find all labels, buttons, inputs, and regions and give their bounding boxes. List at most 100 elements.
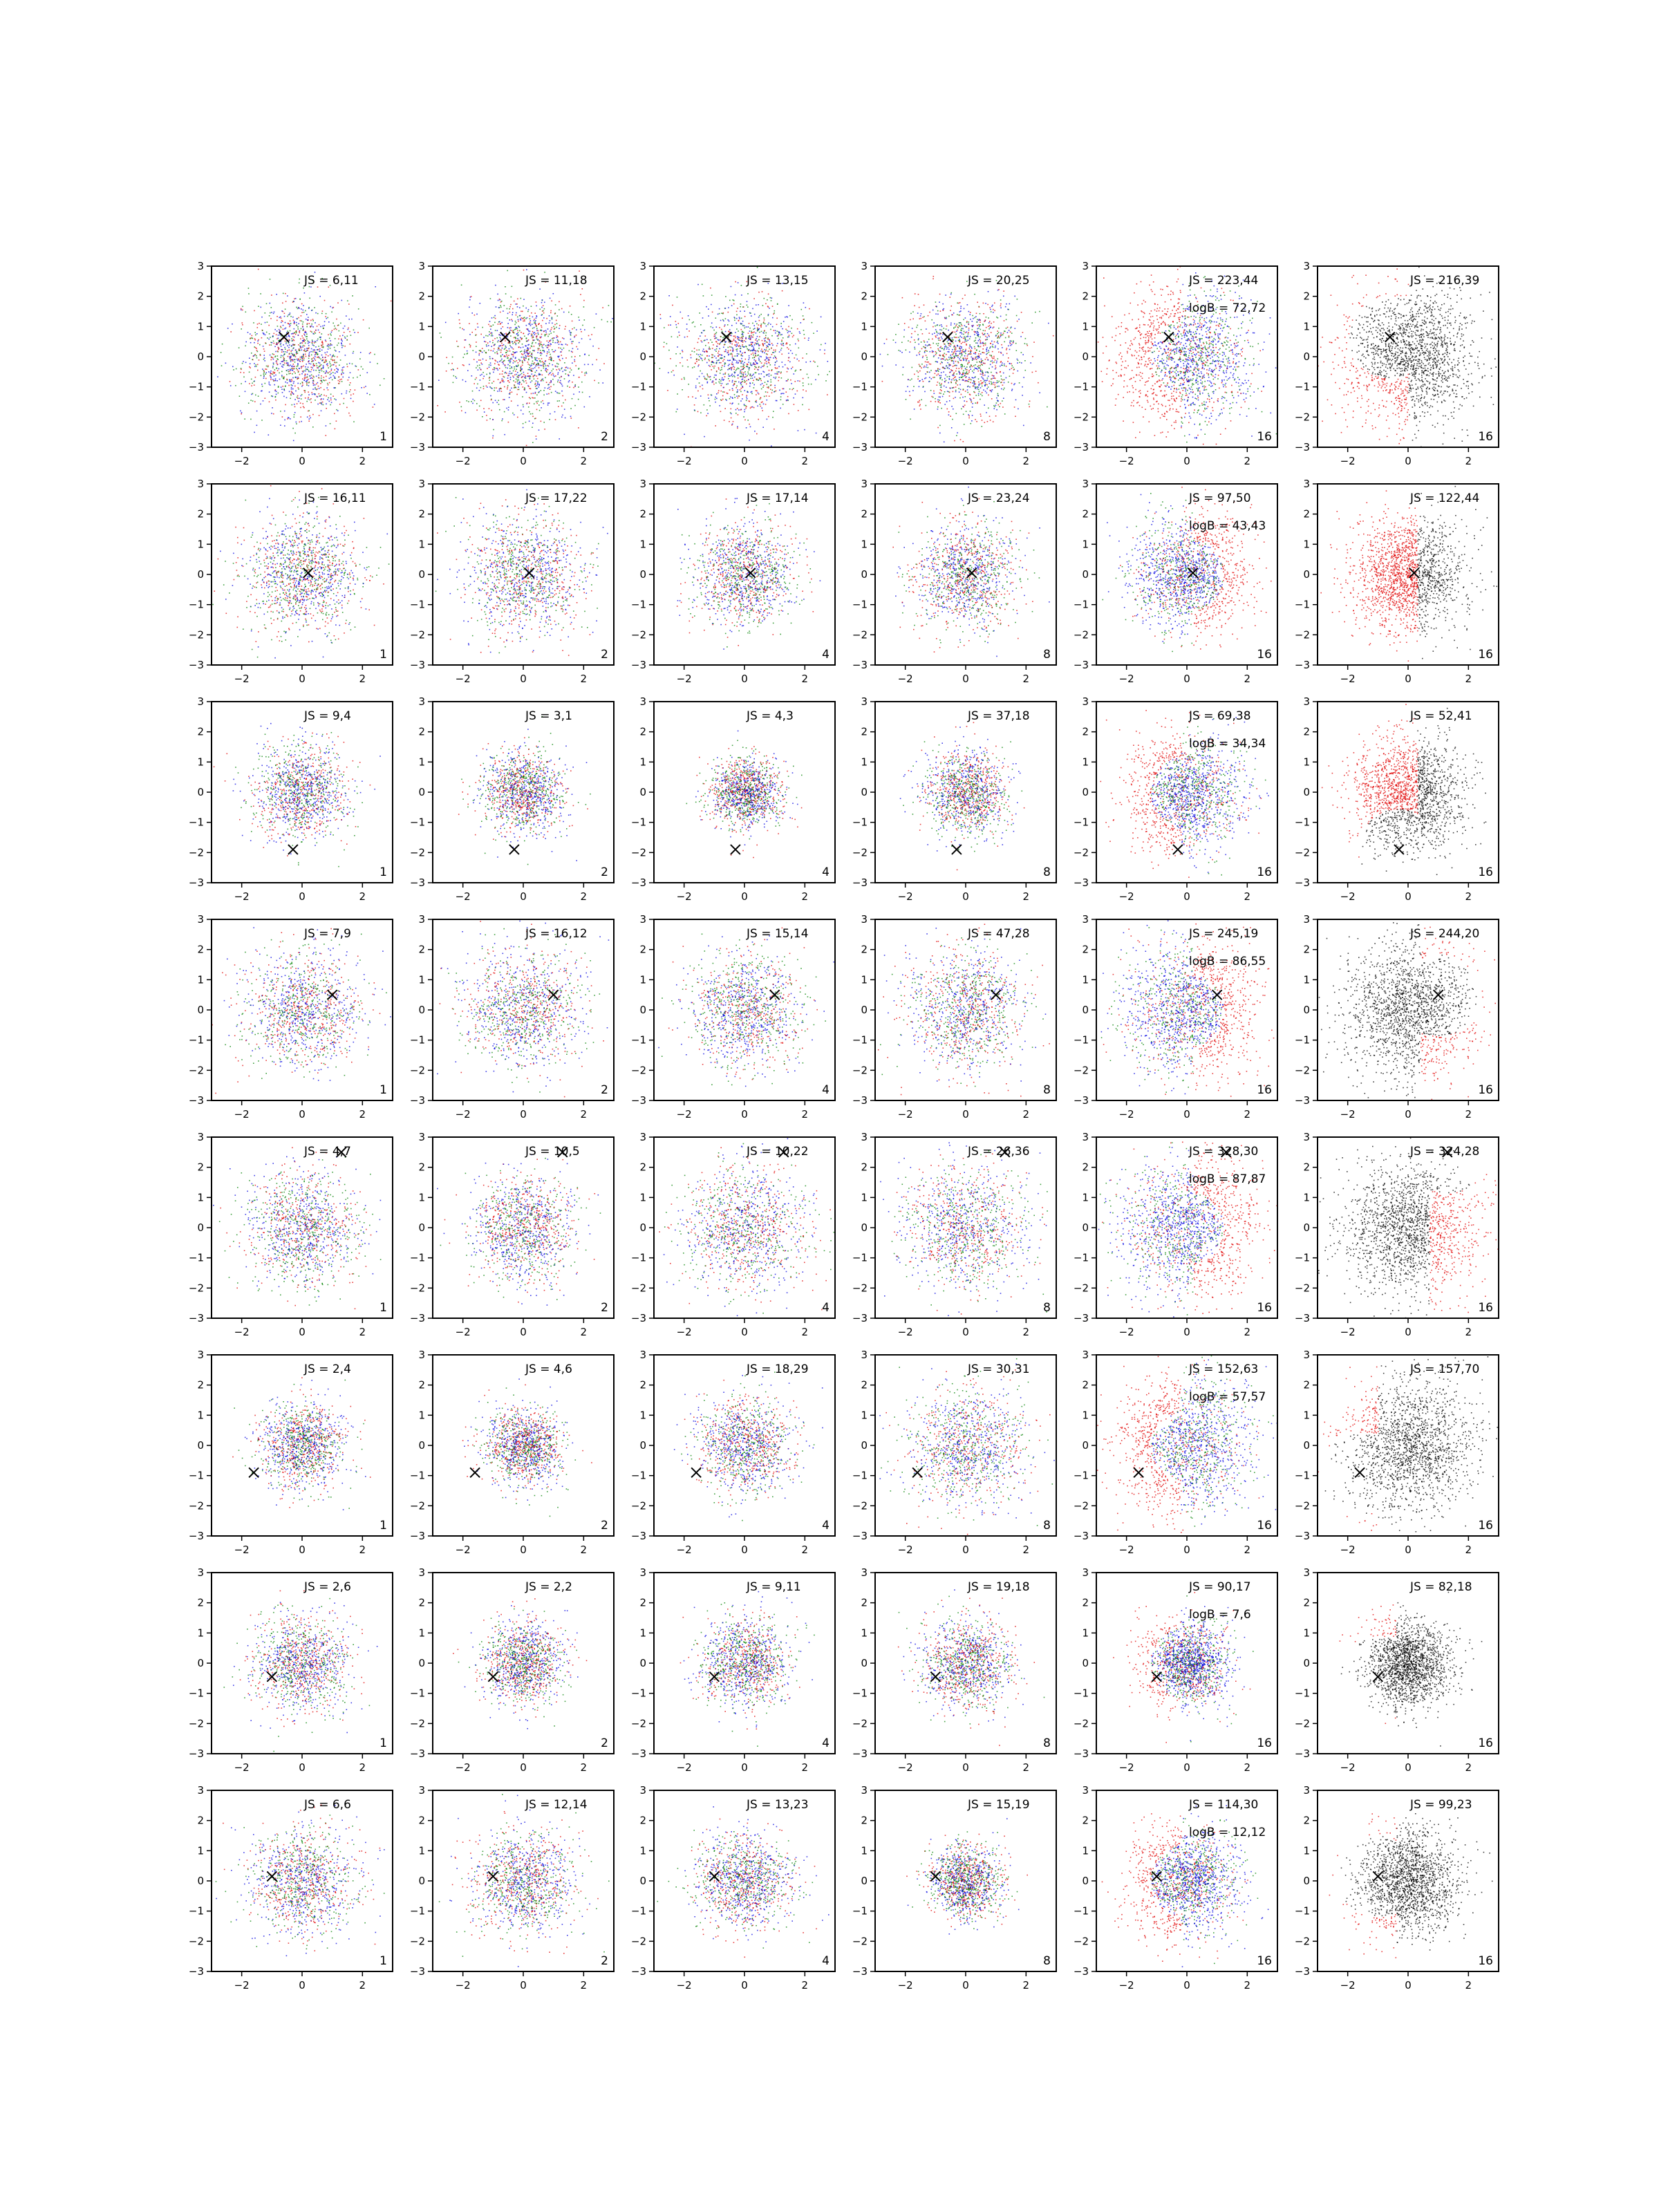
y-tick-label: −2 [852,1717,868,1730]
y-tick-label: −2 [410,411,425,423]
y-tick-label: −3 [189,1312,204,1324]
x-tick-label: 2 [1465,1108,1472,1121]
js-annotation: JS = 69,38 [1188,709,1251,723]
y-tick-label: −1 [1074,1470,1089,1482]
axes-frame [1318,702,1499,883]
x-tick-label: −2 [1119,455,1134,467]
y-tick-label: −2 [410,1499,425,1512]
y-tick-label: −1 [410,1470,425,1482]
x-tick-label: 0 [1405,1326,1412,1338]
y-tick-label: 0 [197,1657,204,1669]
js-annotation: JS = 122,44 [1409,491,1479,505]
y-tick-label: 0 [639,1221,646,1234]
scatter-points [658,928,834,1087]
y-tick-label: 3 [861,1349,868,1361]
x-tick-label: −2 [677,673,692,685]
js-annotation: JS = 10,5 [525,1145,580,1159]
logb-annotation: logB = 87,87 [1189,1172,1266,1186]
x-tick-label: −2 [1119,1979,1134,1991]
y-tick-label: −2 [189,1282,204,1294]
panel-count-label: 8 [1043,430,1051,444]
x-tick-label: 0 [741,890,748,903]
y-tick-label: 3 [639,478,646,490]
y-tick-label: 2 [418,726,425,738]
y-tick-label: 3 [639,695,646,708]
y-tick-label: 3 [418,695,425,708]
panel-count-label: 1 [379,1736,387,1750]
js-annotation: JS = 13,23 [746,1798,809,1812]
y-tick-label: 2 [861,1161,868,1174]
y-tick-label: −2 [631,1064,646,1076]
y-tick-label: 0 [1303,568,1310,581]
js-annotation: JS = 52,41 [1409,709,1472,723]
y-tick-label: 1 [639,1409,646,1421]
y-tick-label: 0 [1082,1657,1089,1669]
axes-frame [212,1790,393,1971]
panel-count-label: 2 [601,865,608,879]
y-tick-label: −2 [1295,1717,1310,1730]
y-tick-label: 2 [1303,726,1310,738]
scatter-points [879,1358,1054,1535]
axes-frame [1318,919,1499,1100]
y-tick-label: 0 [861,1875,868,1887]
js-annotation: JS = 6,6 [303,1798,351,1812]
panel-count-label: 16 [1257,1519,1272,1533]
scatter-points [674,1369,823,1521]
y-tick-label: 2 [197,508,204,521]
y-tick-label: 3 [197,1784,204,1797]
y-tick-label: −1 [631,816,646,829]
x-tick-label: 0 [962,1761,969,1774]
y-tick-label: 1 [639,1844,646,1857]
x-tick-label: 2 [1465,1761,1472,1774]
x-tick-label: 0 [962,1326,969,1338]
js-annotation: JS = 99,23 [1409,1798,1472,1812]
x-tick-label: 0 [1405,1544,1412,1556]
axes-frame [1096,1573,1277,1754]
x-tick-label: 0 [1183,1544,1190,1556]
panel-count-label: 8 [1043,648,1051,662]
y-tick-label: −1 [1295,1470,1310,1482]
x-tick-label: 0 [741,1544,748,1556]
x-marker [1173,845,1183,854]
scatter-points [217,269,391,441]
x-marker [279,332,289,342]
y-tick-label: −2 [189,1935,204,1947]
y-tick-label: −3 [189,1530,204,1542]
js-annotation: JS = 20,25 [967,274,1030,288]
x-marker [509,845,519,854]
x-tick-label: 0 [520,1108,527,1121]
scatter-points [458,716,591,865]
y-tick-label: 1 [1303,1627,1310,1639]
y-tick-label: −1 [1295,599,1310,611]
axes-frame [433,1355,614,1536]
y-tick-label: −1 [189,599,204,611]
x-tick-label: 2 [1465,1979,1472,1991]
panel-count-label: 4 [822,1301,830,1315]
scatter-points [1097,1356,1278,1537]
js-annotation: JS = 17,22 [525,491,588,505]
y-tick-label: 2 [197,1379,204,1391]
y-tick-label: −1 [631,1470,646,1482]
y-tick-label: 1 [1303,1191,1310,1203]
panel-count-label: 4 [822,430,830,444]
y-tick-label: 1 [1082,756,1089,768]
x-tick-label: 2 [1465,673,1472,685]
axes-frame [433,1790,614,1971]
panel-count-label: 16 [1478,1301,1493,1315]
y-tick-label: 2 [1303,508,1310,521]
y-tick-label: 2 [639,1597,646,1609]
panel-count-label: 8 [1043,1083,1051,1097]
y-tick-label: −2 [631,1935,646,1947]
x-tick-label: 2 [1023,1326,1030,1338]
y-tick-label: −1 [1074,381,1089,393]
x-tick-label: 0 [299,455,306,467]
y-tick-label: 2 [861,726,868,738]
x-marker [470,1468,480,1477]
